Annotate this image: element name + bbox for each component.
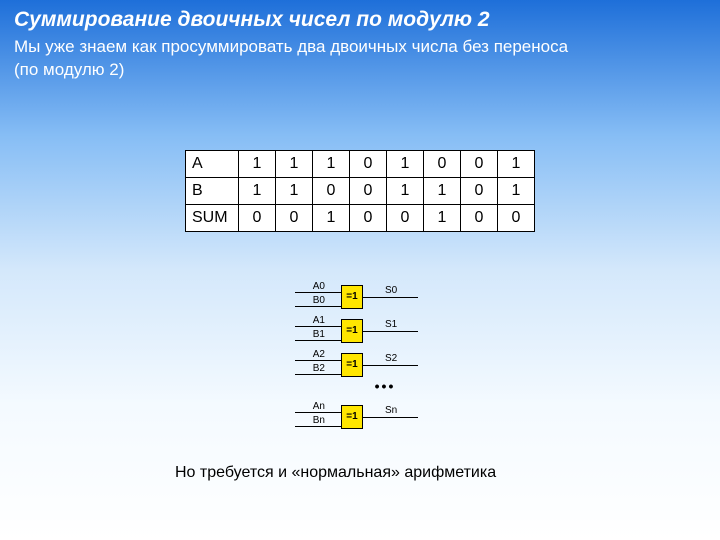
bit-cell: 1 bbox=[313, 205, 350, 232]
gate-body: =1 bbox=[341, 285, 363, 309]
table-row: B11001101 bbox=[186, 178, 535, 205]
slide-title: Суммирование двоичных чисел по модулю 2 bbox=[0, 0, 720, 34]
xor-gate: An Bn =1 Sn bbox=[295, 400, 435, 432]
bit-cell: 1 bbox=[498, 178, 535, 205]
xor-gate: A0 B0 =1 S0 bbox=[295, 280, 435, 312]
gate-in-b-label: Bn bbox=[305, 415, 325, 426]
gate-in-a-label: A1 bbox=[305, 315, 325, 326]
wire bbox=[363, 365, 418, 366]
bit-cell: 1 bbox=[276, 151, 313, 178]
footnote-text: Но требуется и «нормальная» арифметика bbox=[175, 464, 496, 482]
bit-cell: 1 bbox=[387, 151, 424, 178]
row-label: A bbox=[186, 151, 239, 178]
wire bbox=[295, 326, 341, 327]
bit-cell: 0 bbox=[461, 205, 498, 232]
gate-in-a-label: A2 bbox=[305, 349, 325, 360]
gate-in-a-label: An bbox=[305, 401, 325, 412]
bit-cell: 0 bbox=[313, 178, 350, 205]
gate-in-b-label: B2 bbox=[305, 363, 325, 374]
gate-out-label: S2 bbox=[385, 353, 397, 364]
gate-body: =1 bbox=[341, 319, 363, 343]
wire bbox=[295, 292, 341, 293]
bit-cell: 0 bbox=[461, 178, 498, 205]
bit-cell: 0 bbox=[498, 205, 535, 232]
bit-cell: 1 bbox=[387, 178, 424, 205]
bit-cell: 1 bbox=[276, 178, 313, 205]
table-row: SUM00100100 bbox=[186, 205, 535, 232]
xor-gate: A2 B2 =1 S2 bbox=[295, 348, 435, 380]
bit-cell: 1 bbox=[424, 205, 461, 232]
wire bbox=[295, 412, 341, 413]
bit-cell: 0 bbox=[461, 151, 498, 178]
table-row: A11101001 bbox=[186, 151, 535, 178]
xor-gate-diagram: A0 B0 =1 S0 A1 B1 =1 S1 A2 B2 =1 S2 •••An Bn =1 Sn bbox=[295, 280, 435, 434]
bit-cell: 0 bbox=[424, 151, 461, 178]
gate-body: =1 bbox=[341, 353, 363, 377]
bit-cell: 1 bbox=[313, 151, 350, 178]
bit-cell: 1 bbox=[239, 151, 276, 178]
bit-cell: 0 bbox=[387, 205, 424, 232]
bit-cell: 1 bbox=[424, 178, 461, 205]
wire bbox=[363, 417, 418, 418]
bit-cell: 0 bbox=[276, 205, 313, 232]
gate-in-b-label: B0 bbox=[305, 295, 325, 306]
bit-cell: 0 bbox=[350, 205, 387, 232]
wire bbox=[363, 331, 418, 332]
wire bbox=[295, 374, 341, 375]
gate-out-label: S1 bbox=[385, 319, 397, 330]
wire bbox=[295, 426, 341, 427]
bit-cell: 0 bbox=[239, 205, 276, 232]
binary-table: A11101001B11001101SUM00100100 bbox=[185, 150, 535, 232]
slide: Суммирование двоичных чисел по модулю 2 … bbox=[0, 0, 720, 540]
gate-out-label: S0 bbox=[385, 285, 397, 296]
bit-cell: 1 bbox=[498, 151, 535, 178]
bit-cell: 0 bbox=[350, 151, 387, 178]
bit-cell: 1 bbox=[239, 178, 276, 205]
wire bbox=[295, 360, 341, 361]
gate-out-label: Sn bbox=[385, 405, 397, 416]
xor-gate: A1 B1 =1 S1 bbox=[295, 314, 435, 346]
gate-body: =1 bbox=[341, 405, 363, 429]
gate-in-b-label: B1 bbox=[305, 329, 325, 340]
wire bbox=[295, 340, 341, 341]
bit-cell: 0 bbox=[350, 178, 387, 205]
intro-line-2: (по модулю 2) bbox=[0, 57, 720, 80]
row-label: SUM bbox=[186, 205, 239, 232]
ellipsis: ••• bbox=[295, 382, 435, 400]
gate-in-a-label: A0 bbox=[305, 281, 325, 292]
intro-line-1: Мы уже знаем как просуммировать два двои… bbox=[0, 34, 720, 57]
wire bbox=[363, 297, 418, 298]
row-label: B bbox=[186, 178, 239, 205]
wire bbox=[295, 306, 341, 307]
